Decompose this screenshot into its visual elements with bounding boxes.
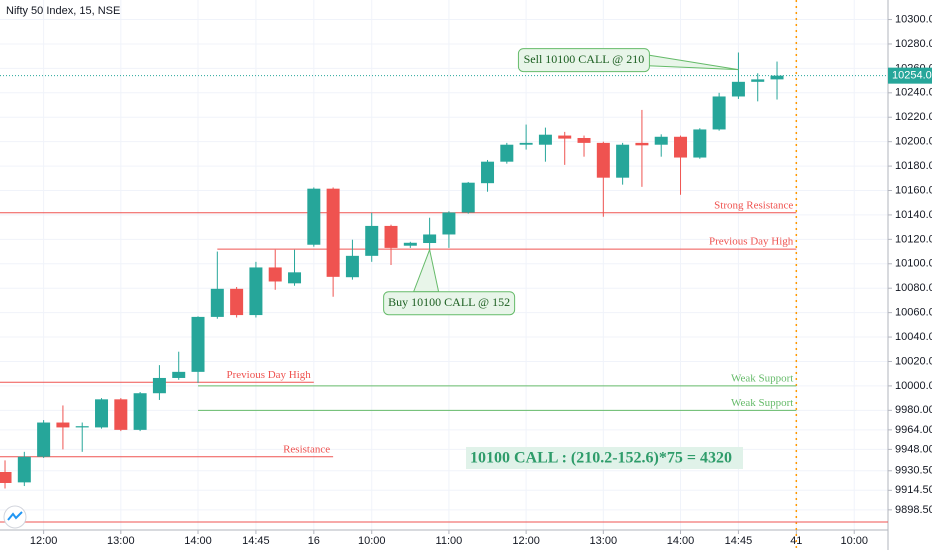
candle-body <box>172 371 186 378</box>
candle-body <box>365 225 379 256</box>
y-tick-label: 10100.00 <box>895 258 932 270</box>
candle-body <box>693 129 707 158</box>
x-tick-label: 12:00 <box>30 535 58 547</box>
callout-box <box>517 48 650 73</box>
level-label: Previous Day High <box>709 236 794 248</box>
y-tick-label: 10200.00 <box>895 136 932 148</box>
level-label: Resistance <box>283 443 330 455</box>
candle-body <box>461 182 475 213</box>
candle-body <box>37 422 51 457</box>
x-tick-label: 13:00 <box>590 535 618 547</box>
candle-body <box>500 144 514 162</box>
level-label: Weak Support <box>731 397 793 409</box>
candle-body <box>403 242 417 246</box>
y-tick-label: 10040.00 <box>895 331 932 343</box>
x-tick-label: 12:00 <box>512 535 540 547</box>
logo-mark <box>7 511 23 521</box>
candle-body <box>249 267 263 316</box>
callout: Buy 10100 CALL @ 152 <box>383 247 516 316</box>
last-price-label: 10254.05 <box>892 70 932 82</box>
x-tick-label: 14:45 <box>725 535 753 547</box>
y-tick-label: 10120.00 <box>895 233 932 245</box>
x-tick-label: 10:00 <box>358 535 386 547</box>
y-tick-label: 9930.50 <box>895 465 932 477</box>
x-tick-label: 14:45 <box>242 535 270 547</box>
y-tick-label: 10240.00 <box>895 87 932 99</box>
candle-body <box>674 136 688 158</box>
level-label: Weak Support <box>731 372 793 384</box>
last-price-box <box>888 67 932 84</box>
y-tick-label: 9980.00 <box>895 404 932 416</box>
candle-body <box>616 144 630 178</box>
y-tick-label: 10140.00 <box>895 209 932 221</box>
y-tick-label: 10180.00 <box>895 160 932 172</box>
y-tick-label: 10080.00 <box>895 282 932 294</box>
candle-body <box>0 471 12 483</box>
y-tick-label: 10300.00 <box>895 13 932 25</box>
x-tick-label: 14:00 <box>667 535 695 547</box>
candle-body <box>152 377 166 394</box>
candle-body <box>577 137 591 143</box>
result-box <box>466 447 743 469</box>
candle-body <box>191 316 205 372</box>
candle-body <box>558 135 572 139</box>
y-tick-label: 10160.00 <box>895 184 932 196</box>
candle-body <box>114 399 128 430</box>
candle-body <box>17 456 31 483</box>
candle-body <box>326 188 340 277</box>
candle-body <box>307 188 321 245</box>
candle-body <box>538 134 552 145</box>
y-tick-label: 10060.00 <box>895 307 932 319</box>
x-tick-label: 13:00 <box>107 535 135 547</box>
result-text: 10100 CALL : (210.2-152.6)*75 = 4320 <box>470 450 732 467</box>
candle-body <box>95 399 109 428</box>
callout: Sell 10100 CALL @ 210 <box>517 48 739 73</box>
candle-body <box>345 255 359 278</box>
candle-body <box>519 142 533 145</box>
candle-body <box>481 161 495 184</box>
candle-body <box>133 393 147 430</box>
candle-body <box>635 142 649 146</box>
candle-body <box>596 142 610 178</box>
x-tick-label: 11:00 <box>436 535 463 547</box>
candle-body <box>423 234 437 244</box>
candle-body <box>210 288 224 317</box>
candle-body <box>442 212 456 235</box>
candle-body <box>75 426 89 428</box>
y-tick-label: 10280.00 <box>895 38 932 50</box>
chart-title: Nifty 50 Index, 15, NSE <box>6 5 120 17</box>
callout-text: Buy 10100 CALL @ 152 <box>388 295 510 309</box>
callout-text: Sell 10100 CALL @ 210 <box>524 52 645 66</box>
x-tick-label: 10:00 <box>840 535 868 547</box>
x-tick-label: 14:00 <box>184 535 212 547</box>
level-label: Strong Resistance <box>714 199 793 211</box>
candle-body <box>770 75 784 80</box>
candle-body <box>230 288 244 316</box>
x-tick-label: 16 <box>308 535 320 547</box>
y-tick-label: 9914.50 <box>895 484 932 496</box>
y-tick-label: 9898.50 <box>895 504 932 516</box>
callout-box <box>383 291 516 316</box>
level-label: Previous Day High <box>226 369 311 381</box>
candle-body <box>268 267 282 282</box>
candle-body <box>288 272 302 284</box>
logo <box>3 505 27 529</box>
y-tick-label: 9948.00 <box>895 443 932 455</box>
y-tick-label: 10000.00 <box>895 380 932 392</box>
candle-body <box>751 79 765 82</box>
y-tick-label: 10220.00 <box>895 111 932 123</box>
y-tick-label: 9964.00 <box>895 424 932 436</box>
candle-body <box>712 96 726 130</box>
candle-body <box>384 225 398 248</box>
candle-body <box>654 136 668 145</box>
y-tick-label: 10020.00 <box>895 355 932 367</box>
candle-body <box>731 81 745 97</box>
candle-body <box>56 422 70 428</box>
